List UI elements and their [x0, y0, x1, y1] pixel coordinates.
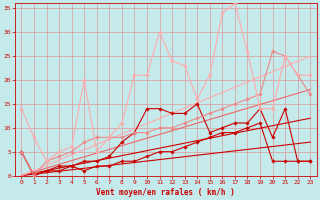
X-axis label: Vent moyen/en rafales ( km/h ): Vent moyen/en rafales ( km/h )	[96, 188, 235, 197]
